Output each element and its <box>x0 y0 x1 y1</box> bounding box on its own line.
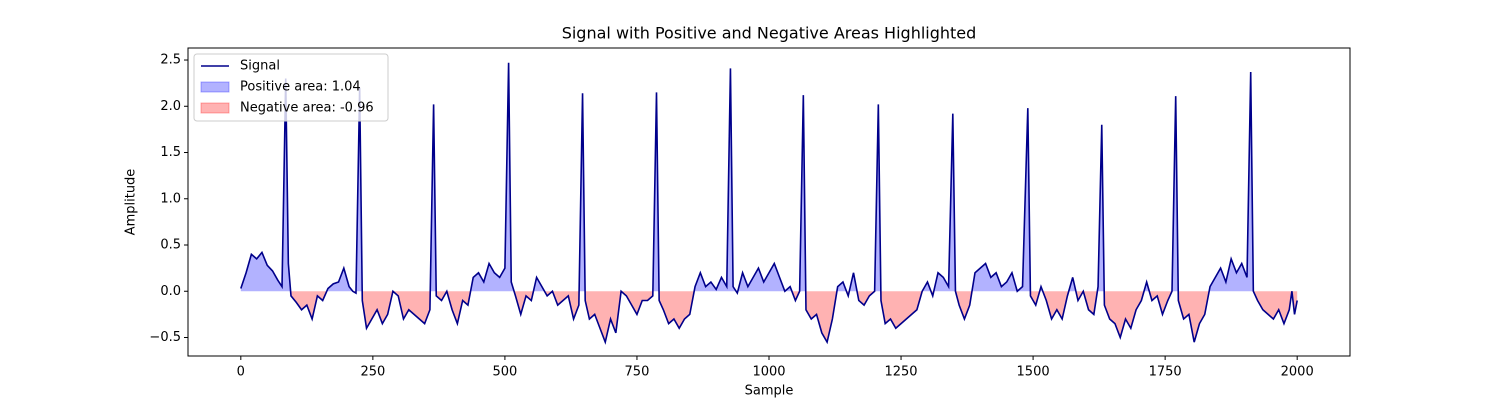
y-tick-label: 0.0 <box>160 284 181 299</box>
x-tick-label: 1500 <box>1017 365 1050 380</box>
legend-swatch <box>200 102 230 114</box>
legend-label: Signal <box>240 59 280 74</box>
y-tick-label: 1.5 <box>160 145 181 160</box>
x-tick-label: 1750 <box>1149 365 1182 380</box>
x-tick-label: 0 <box>237 365 245 380</box>
x-tick-label: 1000 <box>752 365 785 380</box>
signal-line <box>240 62 1298 345</box>
y-tick-label: 2.0 <box>160 99 181 114</box>
x-tick-label: 2000 <box>1281 365 1314 380</box>
x-tick-label: 250 <box>360 365 385 380</box>
y-tick-label: 2.5 <box>160 53 181 68</box>
y-axis-label: Amplitude <box>124 169 139 236</box>
chart-title: Signal with Positive and Negative Areas … <box>562 24 977 43</box>
legend-swatch <box>200 81 230 93</box>
x-axis-label: Sample <box>745 384 794 399</box>
x-tick-label: 750 <box>625 365 650 380</box>
positive-area <box>240 62 1298 292</box>
legend-label: Negative area: -0.96 <box>240 101 374 116</box>
x-tick-label: 1250 <box>884 365 917 380</box>
y-tick-label: −0.5 <box>149 330 181 345</box>
legend-box <box>193 53 389 122</box>
negative-area <box>240 291 1298 343</box>
legend-label: Positive area: 1.04 <box>240 80 361 95</box>
y-tick-label: 1.0 <box>160 191 181 206</box>
x-tick-label: 500 <box>492 365 517 380</box>
y-tick-label: 0.5 <box>160 238 181 253</box>
